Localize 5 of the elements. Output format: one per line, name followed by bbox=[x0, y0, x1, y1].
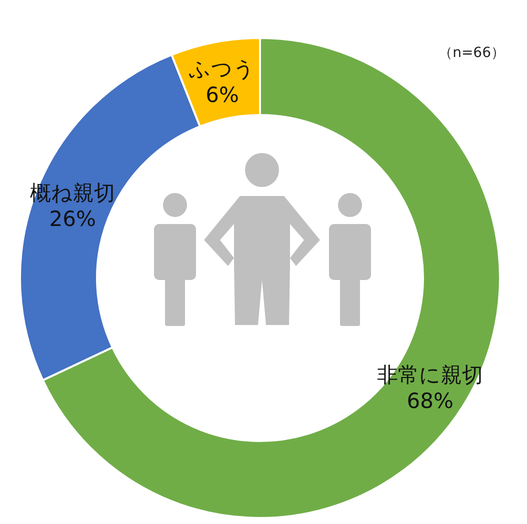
data-label: 68% bbox=[406, 388, 454, 413]
slice-label: ふつう bbox=[188, 57, 256, 82]
text: （n=66） bbox=[438, 44, 505, 62]
data-label: 26% bbox=[49, 206, 96, 231]
data-label: 6% bbox=[206, 83, 239, 108]
